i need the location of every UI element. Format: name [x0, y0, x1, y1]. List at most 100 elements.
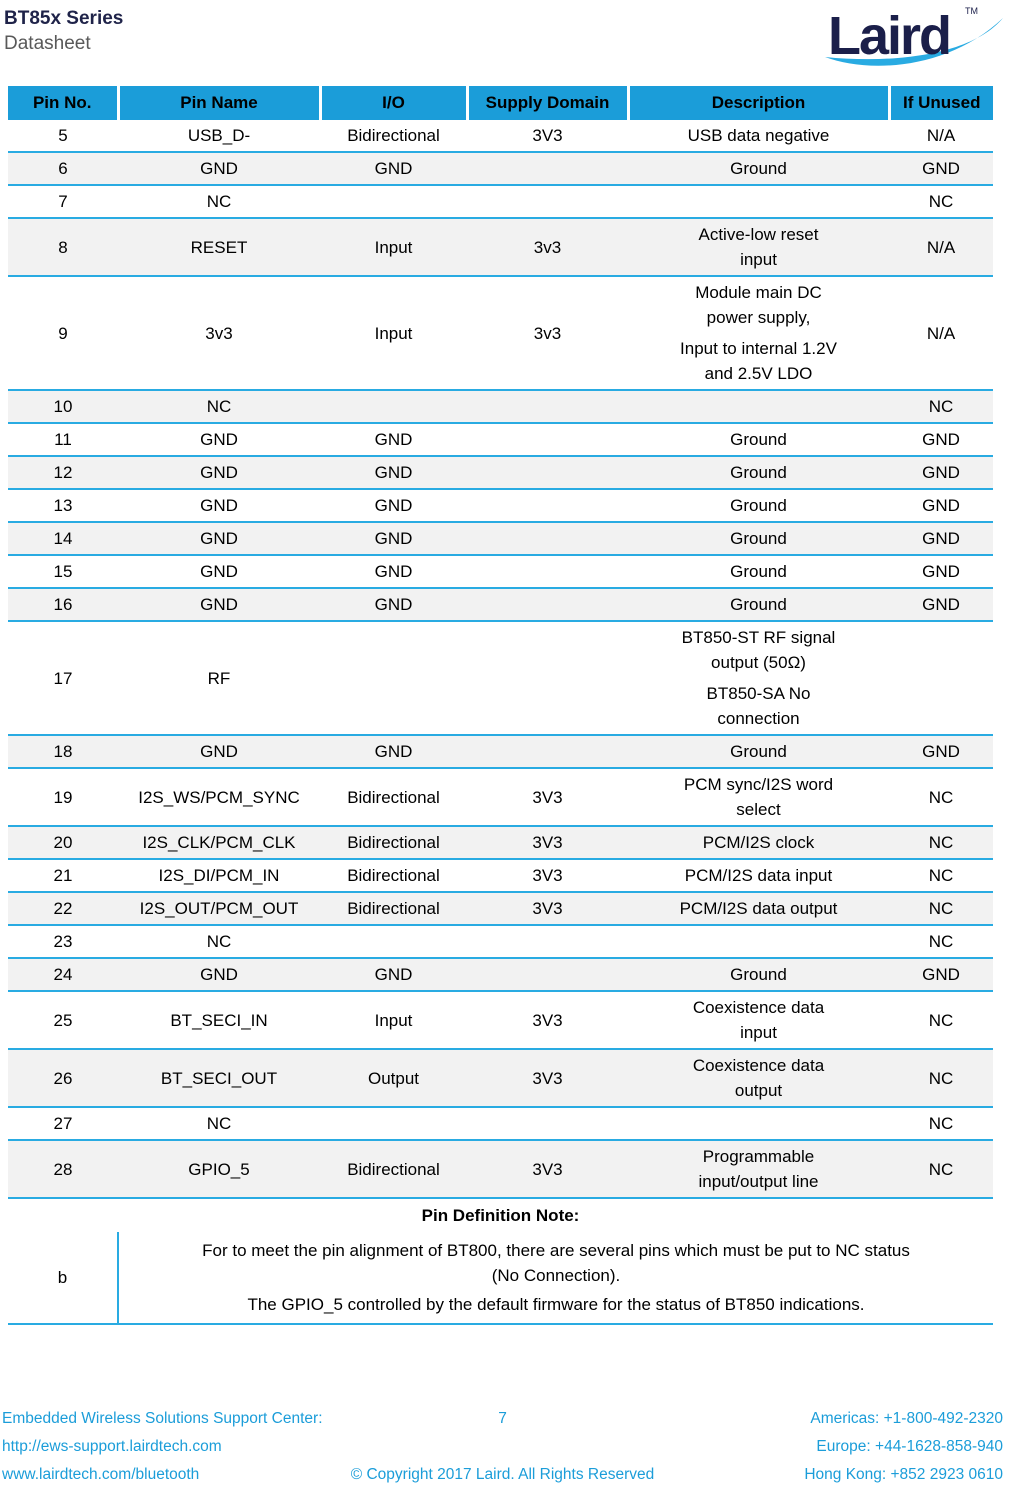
cell-supply-domain: 3v3 — [467, 218, 628, 277]
cell-pin-no: 18 — [8, 735, 118, 769]
logo-tm: TM — [965, 6, 978, 16]
table-row: 27 NC NC — [8, 1107, 993, 1141]
cell-pin-name: GND — [118, 735, 320, 769]
table-row: 19 I2S_WS/PCM_SYNC Bidirectional 3V3 PCM syn… — [8, 768, 993, 827]
description-paragraph: Active-low reset input — [698, 225, 819, 269]
cell-pin-name: NC — [118, 1107, 320, 1141]
cell-pin-no: 11 — [8, 423, 118, 457]
table-row: 5 USB_D- Bidirectional 3V3 USB data negative… — [8, 120, 993, 153]
cell-if-unused: N/A — [889, 276, 993, 391]
cell-supply-domain — [467, 423, 628, 457]
table-row: 9 3v3 Input 3v3 Module main DC power supply,… — [8, 276, 993, 391]
cell-pin-name: I2S_OUT/PCM_OUT — [118, 892, 320, 926]
page-title: BT85x Series — [4, 8, 124, 29]
cell-description — [628, 185, 889, 219]
cell-supply-domain: 3V3 — [467, 768, 628, 827]
cell-pin-name: GND — [118, 958, 320, 992]
footer-line: www.lairdtech.com/bluetooth — [2, 1466, 200, 1483]
column-header: Pin Name — [116, 86, 320, 120]
cell-description — [628, 925, 889, 959]
cell-pin-name: GND — [118, 588, 320, 622]
cell-io: GND — [320, 555, 467, 589]
cell-pin-no: 8 — [8, 218, 118, 277]
cell-io: Bidirectional — [320, 120, 467, 153]
description-paragraph: Ground — [730, 159, 787, 178]
footer-left: Embedded Wireless Solutions Support Cent… — [2, 1405, 351, 1489]
cell-if-unused: NC — [889, 1049, 993, 1108]
cell-if-unused: GND — [889, 958, 993, 992]
cell-description: Ground — [628, 555, 889, 589]
table-row: 10 NC NC — [8, 390, 993, 424]
description-paragraph: Module main DC power supply, — [695, 283, 822, 327]
cell-pin-name: NC — [118, 185, 320, 219]
column-header: I/O — [318, 86, 467, 120]
description-paragraph: Coexistence data output — [692, 1056, 825, 1100]
cell-pin-name: GND — [118, 555, 320, 589]
cell-supply-domain: 3V3 — [467, 120, 628, 153]
cell-if-unused: NC — [889, 185, 993, 219]
cell-io: GND — [320, 423, 467, 457]
cell-io: GND — [320, 152, 467, 186]
cell-supply-domain: 3V3 — [467, 859, 628, 893]
cell-pin-no: 25 — [8, 991, 118, 1050]
table-row: 15 GND GND Ground GND — [8, 555, 993, 589]
note-paragraph: For to meet the pin alignment of BT800, … — [202, 1241, 910, 1285]
description-paragraph: Ground — [730, 595, 787, 614]
cell-pin-name: GND — [118, 456, 320, 490]
cell-pin-name: GND — [118, 489, 320, 523]
cell-pin-name: I2S_DI/PCM_IN — [118, 859, 320, 893]
cell-pin-no: 22 — [8, 892, 118, 926]
note-section: Pin Definition Note: b For to meet the p… — [8, 1198, 993, 1325]
table-row: 12 GND GND Ground GND — [8, 456, 993, 490]
table-row: 14 GND GND Ground GND — [8, 522, 993, 556]
cell-supply-domain: 3V3 — [467, 1049, 628, 1108]
cell-io: GND — [320, 522, 467, 556]
cell-description: Ground — [628, 958, 889, 992]
logo-swoosh-icon — [825, 18, 1003, 66]
table-row: 6 GND GND Ground GND — [8, 152, 993, 186]
cell-description: Active-low reset input — [628, 218, 889, 277]
page-subtitle: Datasheet — [4, 33, 91, 54]
cell-pin-no: 23 — [8, 925, 118, 959]
cell-pin-no: 20 — [8, 826, 118, 860]
cell-if-unused: GND — [889, 522, 993, 556]
column-header: Pin No. — [8, 86, 118, 120]
cell-io: Bidirectional — [320, 1140, 467, 1199]
cell-io: Input — [320, 276, 467, 391]
laird-logo: Laird TM — [825, 6, 1003, 66]
description-paragraph: Ground — [730, 430, 787, 449]
table-row: 24 GND GND Ground GND — [8, 958, 993, 992]
cell-pin-no: 6 — [8, 152, 118, 186]
cell-if-unused: GND — [889, 423, 993, 457]
description-paragraph: PCM/I2S clock — [702, 833, 815, 852]
cell-pin-no: 5 — [8, 120, 118, 153]
cell-if-unused: GND — [889, 735, 993, 769]
cell-description: Ground — [628, 489, 889, 523]
cell-pin-no: 17 — [8, 621, 118, 736]
cell-description: USB data negative — [628, 120, 889, 153]
cell-supply-domain — [467, 555, 628, 589]
cell-description — [628, 390, 889, 424]
cell-pin-name: NC — [118, 925, 320, 959]
note-title: Pin Definition Note: — [421, 1206, 580, 1225]
description-paragraph: Ground — [730, 965, 787, 984]
cell-pin-no: 12 — [8, 456, 118, 490]
document-header: BT85x Series Datasheet — [0, 0, 1011, 56]
cell-supply-domain — [467, 489, 628, 523]
cell-if-unused: GND — [889, 489, 993, 523]
table-row: 22 I2S_OUT/PCM_OUT Bidirectional 3V3 PCM/I2S… — [8, 892, 993, 926]
table-row: 18 GND GND Ground GND — [8, 735, 993, 769]
logo-text: Laird — [828, 6, 950, 66]
cell-pin-name: GPIO_5 — [118, 1140, 320, 1199]
cell-supply-domain — [467, 925, 628, 959]
cell-pin-no: 9 — [8, 276, 118, 391]
cell-if-unused: NC — [889, 1140, 993, 1199]
cell-supply-domain — [467, 958, 628, 992]
cell-io: GND — [320, 735, 467, 769]
cell-supply-domain: 3V3 — [467, 826, 628, 860]
cell-io: GND — [320, 588, 467, 622]
cell-description: PCM/I2S clock — [628, 826, 889, 860]
page-number: 7 — [498, 1410, 507, 1427]
description-paragraph: PCM sync/I2S word select — [683, 775, 834, 819]
